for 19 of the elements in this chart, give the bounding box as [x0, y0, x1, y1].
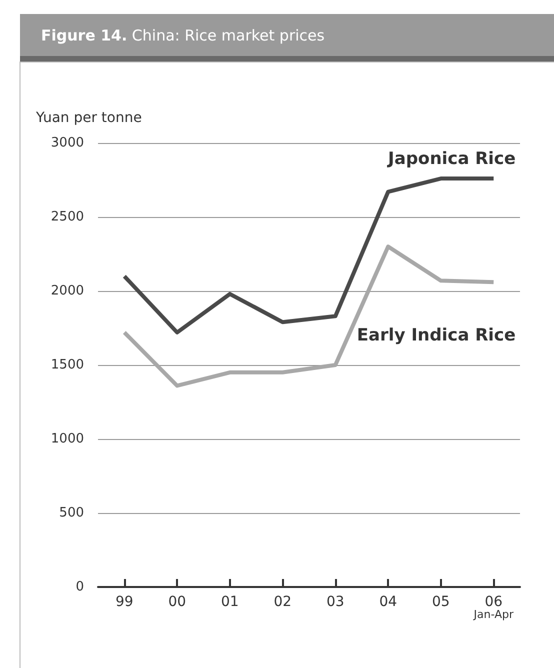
chart-title: Figure 14. China: Rice market prices [41, 26, 325, 44]
y-tick-label: 0 [76, 580, 84, 594]
x-tick-label: 04 [379, 594, 398, 610]
y-tick-label: 1000 [50, 432, 84, 446]
x-tick-label: 03 [326, 594, 344, 610]
x-tick-label: 02 [274, 594, 292, 610]
x-tick-label: 05 [432, 594, 450, 610]
y-tick-label: 2000 [50, 284, 84, 298]
series-label: Japonica Rice [387, 149, 516, 170]
y-tick-label: 500 [59, 506, 84, 520]
series-label: Early Indica Rice [356, 326, 516, 346]
x-tick-label: 01 [220, 594, 239, 610]
y-tick-label: 3000 [50, 136, 84, 150]
y-tick-label: 1500 [50, 358, 84, 372]
x-tick-label: 06 Jan-Apr [472, 594, 514, 621]
x-tick-label: 99 [115, 594, 134, 610]
y-tick-label: 2500 [50, 210, 84, 224]
x-tick-label: 00 [168, 594, 186, 610]
y-axis-title: Yuan per tonne [35, 110, 142, 126]
